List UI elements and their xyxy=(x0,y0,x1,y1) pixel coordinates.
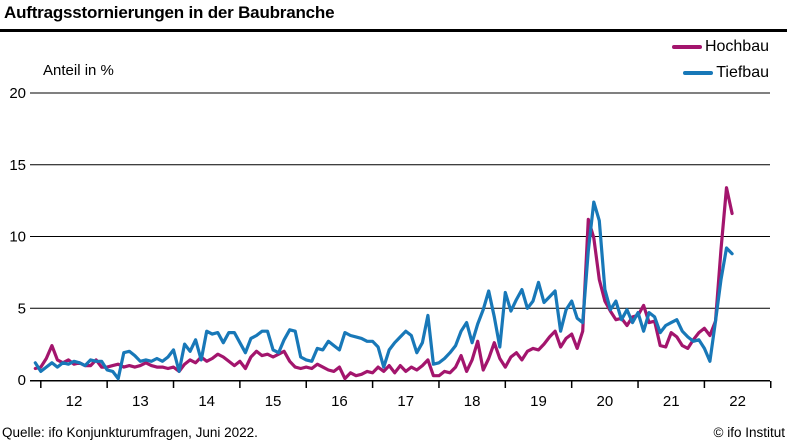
source-note: Quelle: ifo Konjunkturumfragen, Juni 202… xyxy=(2,425,258,440)
legend-item-hochbau: Hochbau xyxy=(671,38,769,56)
y-tick-label-15: 15 xyxy=(9,157,26,174)
y-tick-label-5: 5 xyxy=(18,300,26,317)
x-tick-label-13: 13 xyxy=(132,393,149,410)
legend-item-tiefbau: Tiefbau xyxy=(683,64,769,82)
y-tick-label-0: 0 xyxy=(18,372,26,389)
x-tick-label-17: 17 xyxy=(397,393,414,410)
y-tick-label-20: 20 xyxy=(9,85,26,102)
legend-label-tiefbau: Tiefbau xyxy=(716,64,769,81)
x-tick-label-18: 18 xyxy=(464,393,481,410)
x-tick-label-19: 19 xyxy=(530,393,547,410)
x-tick-label-15: 15 xyxy=(265,393,282,410)
x-tick-label-20: 20 xyxy=(597,393,614,410)
title-divider xyxy=(0,29,787,32)
x-tick-label-16: 16 xyxy=(331,393,348,410)
copyright-note: © ifo Institut xyxy=(713,425,785,440)
x-tick-label-21: 21 xyxy=(663,393,680,410)
hochbau-line xyxy=(33,186,734,381)
hochbau-line-swatch xyxy=(671,45,702,49)
legend: Hochbau Tiefbau xyxy=(671,38,769,82)
legend-label-hochbau: Hochbau xyxy=(704,38,769,55)
tiefbau-line xyxy=(33,200,734,381)
y-axis-unit-label: Anteil in % xyxy=(43,62,114,79)
x-tick-label-22: 22 xyxy=(729,393,746,410)
chart-title: Auftragsstornierungen in der Baubranche xyxy=(4,3,335,22)
x-tick-label-12: 12 xyxy=(66,393,83,410)
x-tick-label-14: 14 xyxy=(198,393,215,410)
y-tick-label-10: 10 xyxy=(9,229,26,246)
tiefbau-line-swatch xyxy=(683,71,714,75)
